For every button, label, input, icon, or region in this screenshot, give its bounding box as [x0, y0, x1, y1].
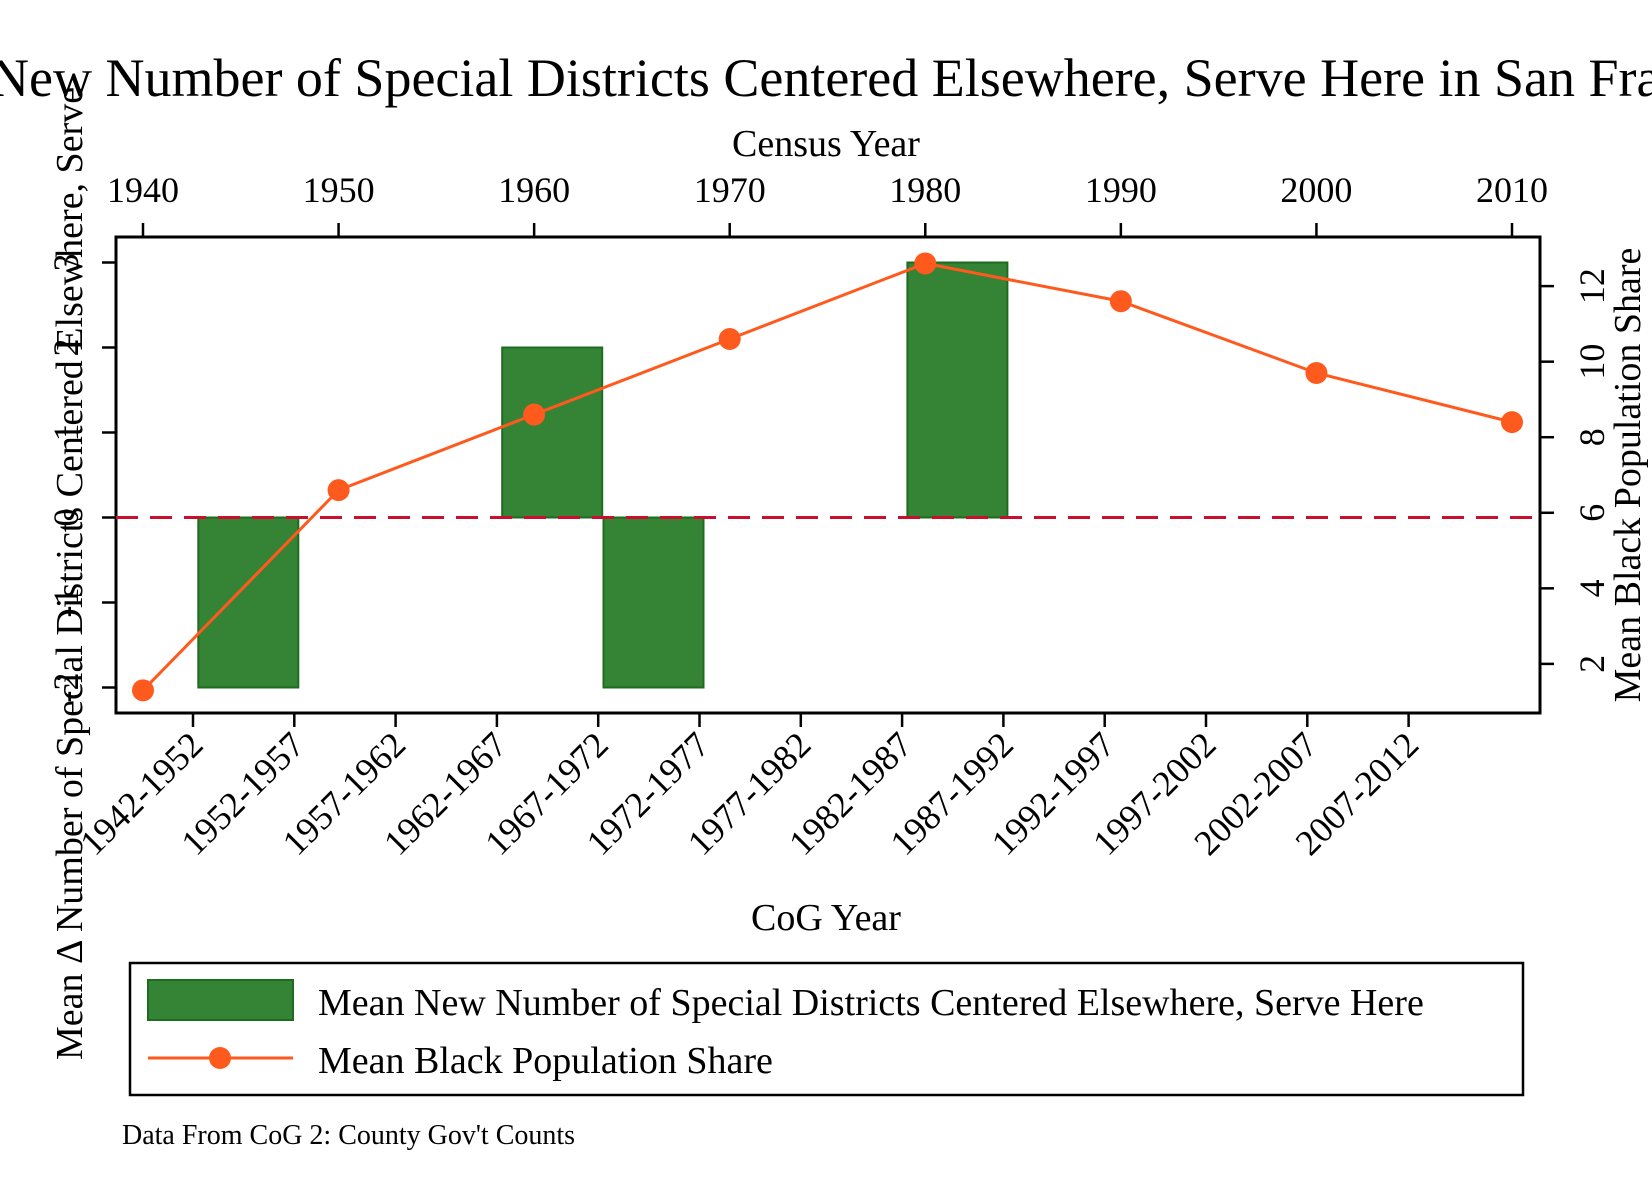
top-axis-tick-label: 1980 — [889, 170, 961, 210]
left-axis-tick-label: 0 — [46, 509, 86, 527]
top-axis-tick-label: 1960 — [498, 170, 570, 210]
left-axis-title: Mean Δ Number of Special Districts Cente… — [49, 87, 91, 1060]
top-axis-title: Census Year — [732, 123, 920, 165]
chart-title: Mean New Number of Special Districts Cen… — [0, 48, 1652, 108]
top-axis-tick-label: 1970 — [694, 170, 766, 210]
top-axis-tick-label: 2000 — [1280, 170, 1352, 210]
line-black-population-share — [141, 261, 1513, 692]
bottom-axis-title: CoG Year — [751, 897, 901, 939]
bar-1972-1977 — [602, 516, 705, 689]
right-axis-tick-label: 12 — [1572, 268, 1612, 304]
bar-1952-1957 — [197, 516, 300, 689]
point-2010 — [1501, 411, 1523, 434]
right-axis-tick-label: 2 — [1572, 655, 1612, 673]
point-1950 — [327, 479, 350, 502]
right-axis-tick-label: 8 — [1572, 428, 1612, 446]
axis-titles: Mean New Number of Special Districts Cen… — [0, 48, 1652, 1060]
line-series — [132, 252, 1523, 702]
bar-series — [197, 261, 1009, 689]
bar-1987-1992 — [906, 261, 1009, 519]
point-1990 — [1109, 290, 1132, 313]
legend-label-bars: Mean New Number of Special Districts Cen… — [318, 982, 1424, 1024]
right-axis-tick-label: 4 — [1572, 579, 1612, 597]
top-axis-tick-label: 1990 — [1085, 170, 1157, 210]
right-axis-title: Mean Black Population Share — [1607, 248, 1649, 703]
top-axis-tick-label: 2010 — [1476, 170, 1548, 210]
right-axis-tick-label: 6 — [1572, 504, 1612, 522]
legend-line-marker — [209, 1047, 231, 1069]
left-axis-tick-label: -2 — [46, 673, 86, 703]
source-note: Data From CoG 2: County Gov't Counts — [122, 1120, 575, 1151]
top-axis-tick-label: 1940 — [107, 170, 179, 210]
point-1960 — [523, 403, 546, 426]
legend-box — [128, 961, 1525, 1097]
legend: Mean New Number of Special Districts Cen… — [128, 961, 1525, 1097]
bar-1967-1972 — [501, 346, 604, 519]
legend-label-line: Mean Black Population Share — [318, 1040, 773, 1082]
top-axis-tick-label: 1950 — [303, 170, 375, 210]
point-1980 — [914, 252, 937, 275]
plot-frame — [114, 235, 1542, 715]
left-axis-tick-label: 3 — [46, 254, 86, 272]
left-axis-tick-label: -1 — [46, 588, 86, 618]
left-axis-tick-label: 2 — [46, 339, 86, 357]
legend-bar-swatch — [147, 979, 294, 1021]
point-1940 — [132, 679, 154, 702]
left-axis-tick-label: 1 — [46, 424, 86, 442]
point-2000 — [1305, 362, 1328, 384]
right-axis-tick-label: 10 — [1572, 344, 1612, 380]
point-1970 — [718, 328, 741, 350]
plot-area — [114, 235, 1542, 715]
